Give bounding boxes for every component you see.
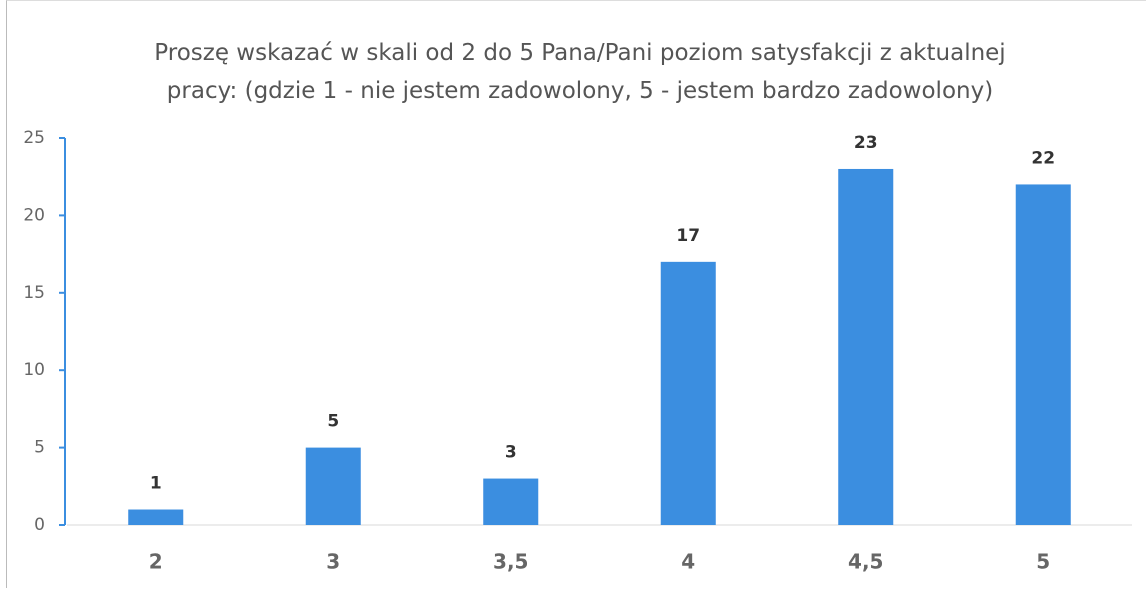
x-tick-label: 3,5: [493, 550, 528, 574]
y-tick-label: 5: [34, 438, 45, 458]
value-label: 22: [1031, 148, 1055, 168]
value-label: 1: [150, 474, 162, 494]
y-tick-label: 25: [23, 128, 45, 148]
x-tick-label: 4,5: [848, 550, 883, 574]
chart-frame: [6, 0, 1146, 588]
y-tick-label: 15: [23, 283, 45, 303]
y-tick-label: 0: [34, 515, 45, 535]
x-tick-label: 4: [681, 550, 695, 574]
bar: [305, 447, 361, 525]
value-label: 3: [505, 443, 517, 463]
value-label: 17: [676, 226, 700, 246]
chart-title: Proszę wskazać w skali od 2 do 5 Pana/Pa…: [154, 40, 1006, 104]
bar: [128, 509, 184, 525]
value-label: 23: [854, 133, 878, 153]
bar: [1015, 184, 1071, 525]
x-tick-label: 3: [326, 550, 340, 574]
x-tick-label: 2: [149, 550, 163, 574]
y-tick-label: 10: [23, 360, 45, 380]
y-tick-label: 20: [23, 205, 45, 225]
x-tick-label: 5: [1036, 550, 1050, 574]
bar: [483, 478, 539, 525]
value-label: 5: [327, 412, 339, 432]
bar: [838, 168, 894, 525]
bar: [660, 261, 716, 525]
